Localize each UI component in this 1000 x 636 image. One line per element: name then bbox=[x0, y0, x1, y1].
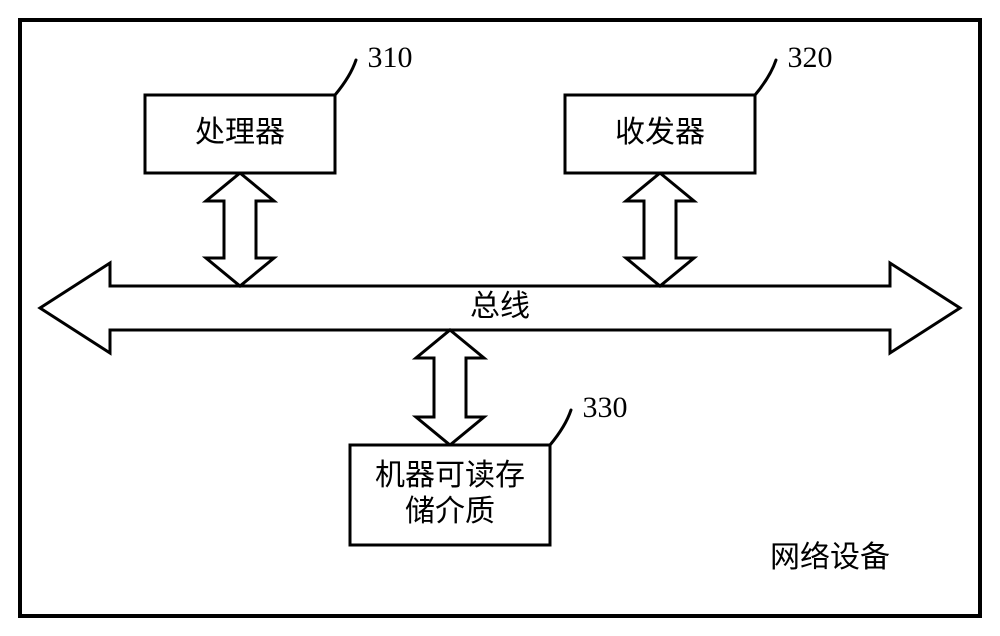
refnum-processor: 310 bbox=[368, 41, 413, 74]
box-processor-label-line-0: 处理器 bbox=[195, 116, 285, 149]
box-transceiver-label-line-0: 收发器 bbox=[615, 116, 705, 149]
box-storage-label-line-1: 储介质 bbox=[405, 495, 495, 528]
refnum-transceiver: 320 bbox=[788, 41, 833, 74]
bus-label: 总线 bbox=[470, 290, 530, 323]
box-storage-label-line-0: 机器可读存 bbox=[375, 459, 525, 492]
caption: 网络设备 bbox=[770, 541, 890, 574]
refnum-storage: 330 bbox=[583, 391, 628, 424]
